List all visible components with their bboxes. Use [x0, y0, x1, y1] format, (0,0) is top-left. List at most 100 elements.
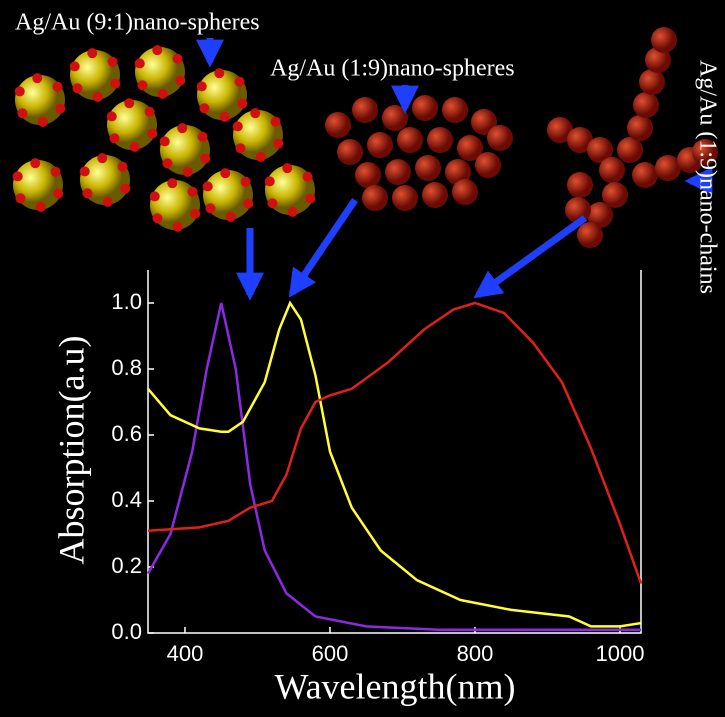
- nanosphere-dot: [198, 132, 208, 142]
- nanosphere-small: [337, 139, 363, 165]
- nanosphere-dot: [70, 61, 80, 71]
- annotation: Ag/Au (1:9)nano-spheres: [270, 56, 515, 82]
- nanochain-ball: [627, 115, 653, 141]
- nanosphere-dot: [288, 207, 298, 217]
- nanochain-ball: [567, 172, 593, 198]
- y-tick-label: 0.6: [111, 421, 142, 446]
- nanosphere-dot: [200, 154, 210, 164]
- chart: Ag/Au (9:1)nano-spheres Ag/Au (1:9)nano-…: [0, 0, 725, 717]
- nanosphere-small: [412, 95, 438, 121]
- nanosphere-small: [352, 97, 378, 123]
- nanosphere-dot: [226, 212, 236, 222]
- nanosphere-dot: [93, 92, 103, 102]
- nanosphere-dot: [250, 108, 260, 118]
- nanosphere-small: [487, 125, 513, 151]
- nanosphere-dot: [205, 203, 215, 213]
- nanosphere-dot: [177, 123, 187, 133]
- nanosphere-dot: [13, 171, 23, 181]
- nanosphere-dot: [282, 163, 292, 173]
- y-axis-title: Absorption(a.u): [51, 336, 91, 565]
- nanosphere-dot: [108, 57, 118, 67]
- nanosphere-dot: [51, 167, 61, 177]
- nanosphere-small: [442, 97, 468, 123]
- nanosphere-dot: [103, 197, 113, 207]
- nanosphere-dot: [158, 89, 168, 99]
- nanosphere-dot: [118, 162, 128, 172]
- nanosphere-dot: [183, 167, 193, 177]
- nanosphere-dot: [87, 48, 97, 58]
- nanosphere-dot: [55, 104, 65, 114]
- nanochain-ball: [651, 27, 677, 53]
- nanosphere-dot: [147, 129, 157, 139]
- nanosphere-dot: [110, 79, 120, 89]
- nanosphere-small: [355, 162, 381, 188]
- page: {"chart_data": {"type": "line", "annotat…: [0, 0, 725, 717]
- axis-frame: [148, 270, 641, 633]
- nanosphere-dot: [137, 80, 147, 90]
- series-line: [148, 303, 641, 584]
- nanochain-ball: [632, 162, 658, 188]
- nanosphere-dot: [265, 176, 275, 186]
- nanosphere-dot: [53, 82, 63, 92]
- y-tick-label: 0.8: [111, 355, 142, 380]
- nanosphere-dot: [97, 153, 107, 163]
- annotation: Ag/Au (9:1)nano-spheres: [15, 10, 260, 36]
- nanosphere-dot: [237, 99, 247, 109]
- nanosphere-dot: [15, 193, 25, 203]
- y-tick-label: 0.0: [111, 619, 142, 644]
- nanosphere-dot: [145, 107, 155, 117]
- nanosphere-dot: [241, 177, 251, 187]
- nanosphere-dot: [53, 189, 63, 199]
- x-tick-label: 400: [167, 641, 204, 666]
- nanosphere-dot: [30, 158, 40, 168]
- nanosphere-small: [325, 112, 351, 138]
- nanosphere-dot: [303, 172, 313, 182]
- nanosphere-dot: [203, 181, 213, 191]
- nanosphere-small: [475, 152, 501, 178]
- arrow: [478, 218, 585, 295]
- nanochain-ball: [577, 222, 603, 248]
- nanosphere-dot: [38, 117, 48, 127]
- nanochain-ball: [639, 69, 665, 95]
- nanosphere-small: [397, 127, 423, 153]
- nanosphere-dot: [152, 45, 162, 55]
- nanosphere-dot: [160, 136, 170, 146]
- nanosphere-dot: [214, 68, 224, 78]
- nanosphere-dot: [150, 191, 160, 201]
- nanosphere-dot: [107, 111, 117, 121]
- nanochain-ball: [633, 92, 659, 118]
- nanosphere-dot: [188, 187, 198, 197]
- x-axis-title: Wavelength(nm): [274, 666, 515, 706]
- series-line: [148, 303, 641, 626]
- nanosphere-dot: [82, 188, 92, 198]
- annotation: Ag/Au (1:9)nano-chains: [694, 60, 720, 294]
- nanosphere-dot: [173, 222, 183, 232]
- nanosphere-small: [385, 159, 411, 185]
- nanosphere-dot: [173, 54, 183, 64]
- nanosphere-dot: [220, 168, 230, 178]
- nanochain-ball: [599, 157, 625, 183]
- nanosphere-dot: [109, 133, 119, 143]
- nanosphere-dot: [15, 86, 25, 96]
- nanosphere-dot: [130, 142, 140, 152]
- nanosphere-dot: [199, 103, 209, 113]
- nanosphere-small: [427, 127, 453, 153]
- nanosphere-dot: [167, 178, 177, 188]
- nanosphere-dot: [273, 139, 283, 149]
- y-tick-label: 0.4: [111, 487, 142, 512]
- nanosphere-dot: [256, 152, 266, 162]
- nanosphere-dot: [197, 81, 207, 91]
- nanosphere-dot: [36, 202, 46, 212]
- arrow: [292, 200, 355, 293]
- nanosphere-dot: [271, 117, 281, 127]
- nanosphere-dot: [152, 213, 162, 223]
- y-tick-label: 0.2: [111, 553, 142, 578]
- nanosphere-dot: [120, 184, 130, 194]
- nanosphere-dot: [17, 108, 27, 118]
- nanosphere-dot: [124, 98, 134, 108]
- nanosphere-dot: [235, 143, 245, 153]
- nanosphere-dot: [305, 194, 315, 204]
- nanosphere-dot: [243, 199, 253, 209]
- nanosphere-small: [362, 185, 388, 211]
- nanosphere-dot: [175, 76, 185, 86]
